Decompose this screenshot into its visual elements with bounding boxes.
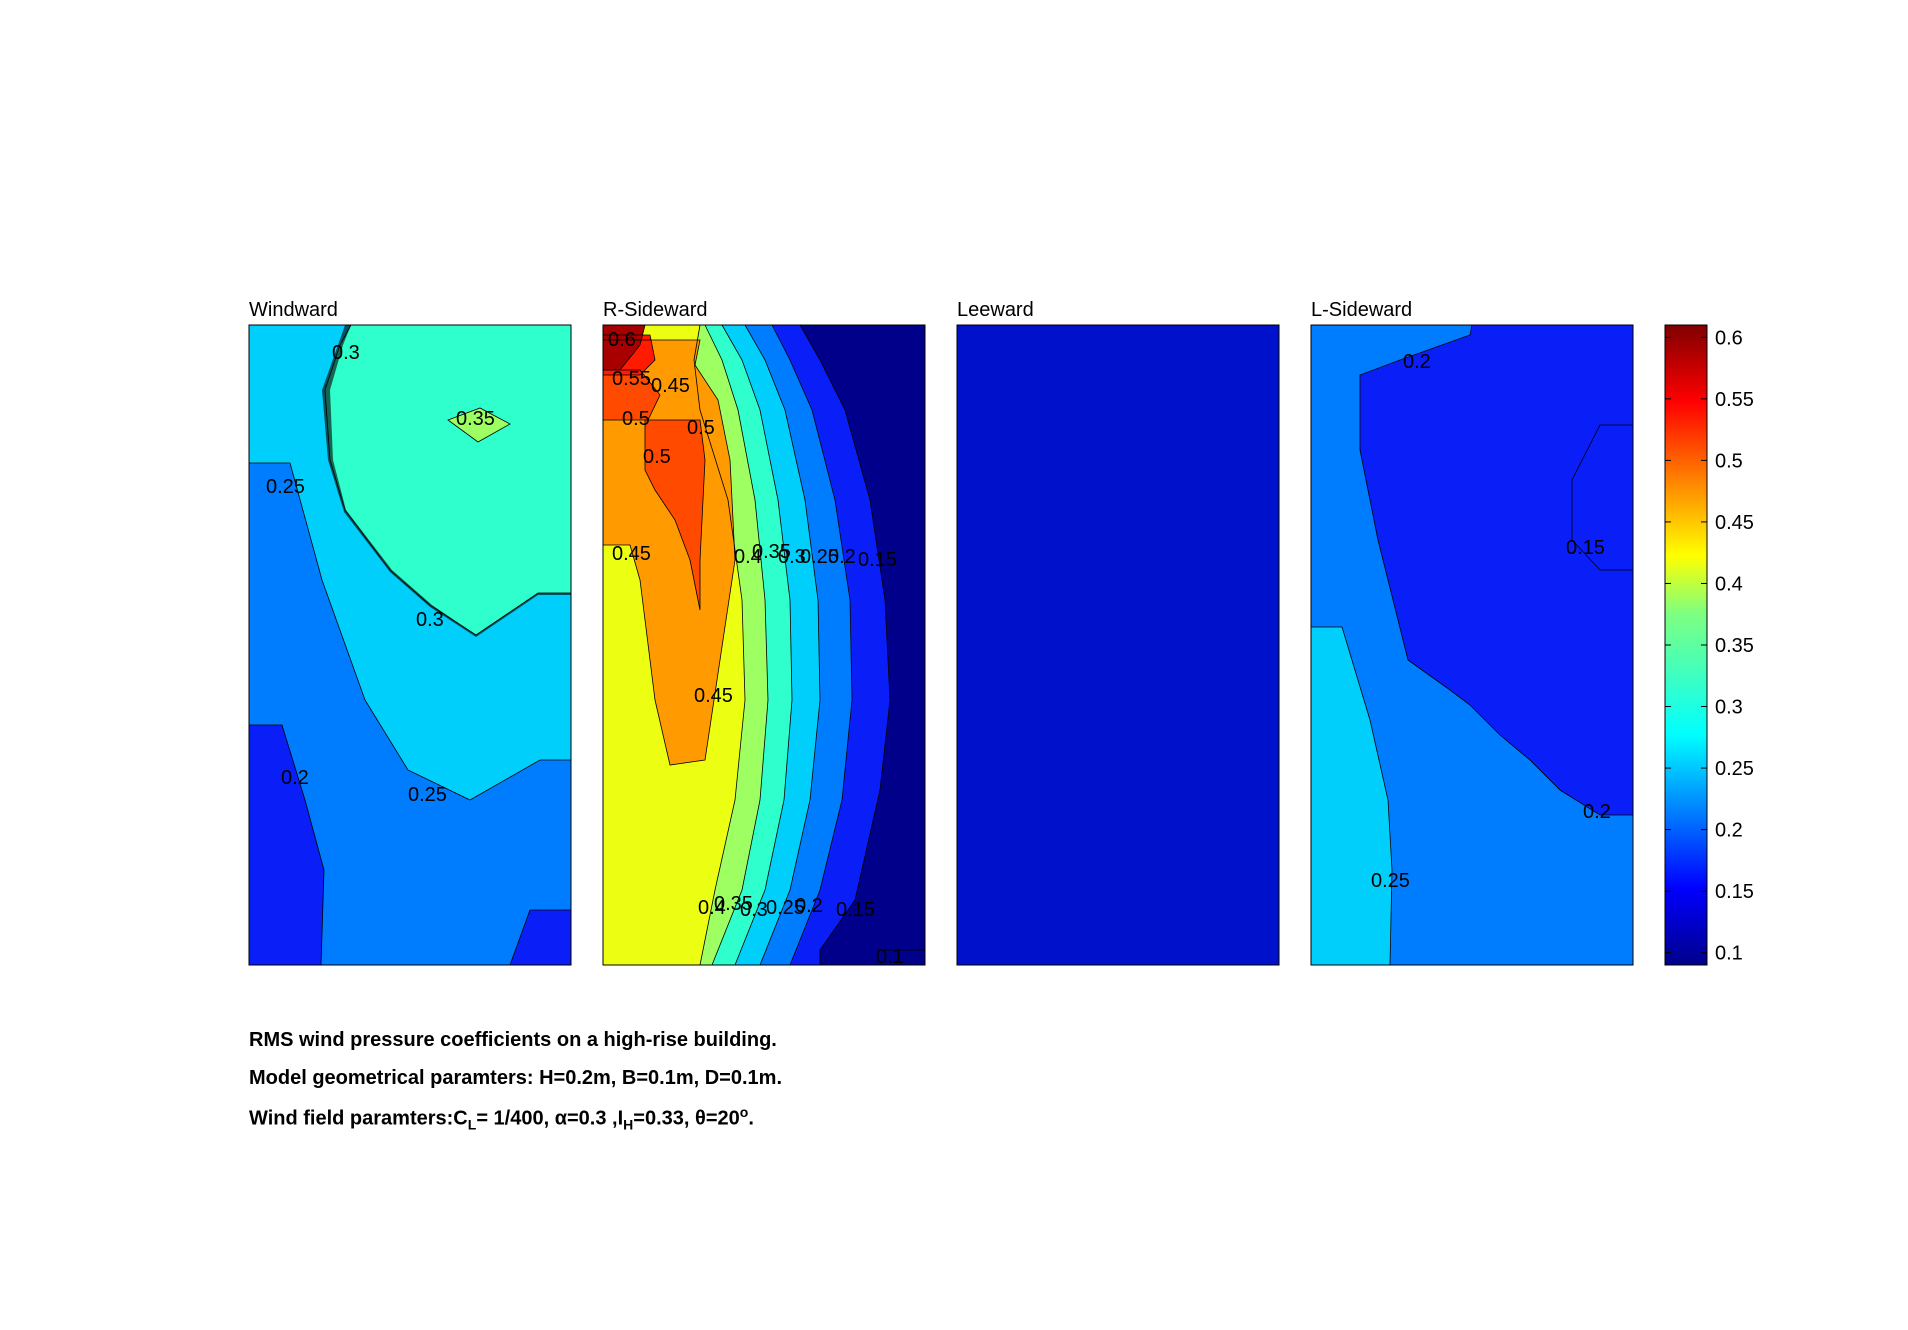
caption-text: = 1/400, α=0.3 ,I [476,1107,624,1130]
contour-label: 0.4 [698,897,726,919]
contour-label: 0.25 [408,784,447,806]
contour-label: 0.2 [828,546,856,568]
colorbar-tick-label: 0.3 [1715,697,1743,719]
contour-lines-r-sideward [603,324,925,966]
caption-superscript: o [739,1104,749,1120]
contour-label: 0.35 [456,408,495,430]
contour-label: 0.25 [766,897,805,919]
contour-label: 0.35 [714,893,753,915]
axes-frame-r-sideward [602,324,926,966]
panel-title-r-sideward: R-Sideward [603,299,707,321]
caption-line-1: RMS wind pressure coefficients on a high… [249,1029,777,1051]
colorbar-ticks: 0.6 0.55 0.5 0.45 0.4 0.35 0.3 0.25 0.2 0.15 0.1 [1665,327,1754,965]
axes-frame-windward [248,324,572,966]
colorbar: 0.6 0.55 0.5 0.45 0.4 0.35 0.3 0.25 0.2 0.15 0.1 [1664,324,1754,966]
contour-region-0.5-a [645,420,705,610]
contour-label: 0.3 [416,609,444,631]
contour-label: 0.5 [687,417,715,439]
contour-region-0.6 [603,325,645,370]
caption-text: =0.33, θ=20 [633,1107,740,1130]
colorbar-tick-label: 0.2 [1715,820,1743,842]
caption-subscript: H [623,1116,634,1133]
contour-label: 0.5 [622,408,650,430]
colorbar-tick-label: 0.6 [1715,327,1743,349]
contour-label: 0.45 [694,685,733,707]
contour-lines-windward [249,324,571,966]
colorbar-gradient [1664,324,1708,966]
contour-label: 0.25 [1371,870,1410,892]
contour-region-0.15 [1360,325,1633,815]
contour-label: 0.45 [612,543,651,565]
contour-region-0.5-b [603,370,660,420]
contour-label: 0.5 [643,446,671,468]
colorbar-tick-label: 0.45 [1715,512,1754,534]
contour-label: 0.3 [332,342,360,364]
colorbar-tick-label: 0.15 [1715,881,1754,903]
contour-region-0.25 [1311,627,1392,965]
caption-text: . [748,1107,754,1130]
contour-region-0.3 [325,325,571,635]
colorbar-tick-label: 0.5 [1715,450,1743,472]
panel-r-sideward: R-Sideward 0.6 0.55 [602,299,926,968]
caption-subscript: L [467,1116,477,1133]
contour-label: 0.2 [281,767,309,789]
contour-label: 0.15 [1566,537,1605,559]
contour-label: 0.35 [752,541,791,563]
contour-label: 0.3 [740,899,768,921]
panel-title-l-sideward: L-Sideward [1311,299,1412,321]
colorbar-tick-label: 0.1 [1715,943,1743,965]
caption-text: Wind field paramters:C [249,1107,468,1130]
contour-label: 0.25 [800,546,839,568]
colorbar-tick-label: 0.35 [1715,635,1754,657]
contour-label: 0.2 [795,895,823,917]
caption-line-2: Model geometrical paramters: H=0.2m, B=0… [249,1067,782,1089]
contour-label: 0.15 [858,549,897,571]
contour-region-0.35 [448,408,510,442]
colorbar-tick-label: 0.25 [1715,758,1754,780]
contour-region-0.1 [956,324,1280,966]
caption-line-3: Wind field paramters:CL= 1/400, α=0.3 ,I… [249,1104,754,1133]
axes-frame-l-sideward [1310,324,1634,966]
contour-region-0.15-a [249,725,324,965]
contour-label: 0.55 [612,368,651,390]
contour-label: 0.3 [778,546,806,568]
contour-labels-r-sideward: 0.6 0.55 0.45 0.5 0.5 0.5 0.45 0.4 0.35 … [608,329,904,968]
contour-label: 0.2 [1583,801,1611,823]
panel-title-leeward: Leeward [957,299,1034,321]
contour-labels-windward: 0.3 0.35 0.25 0.3 0.2 0.25 [266,342,495,806]
contour-label: 0.4 [734,546,762,568]
contour-label: 0.25 [266,476,305,498]
panel-windward: Windward 0.3 0.35 0.25 0.3 0.2 0.25 [248,299,572,966]
contour-labels-l-sideward: 0.2 0.15 0.2 0.25 [1371,351,1611,892]
contour-label: 0.6 [608,329,636,351]
colorbar-tick-label: 0.55 [1715,389,1754,411]
panel-title-windward: Windward [249,299,338,321]
colorbar-tick-label: 0.4 [1715,573,1743,595]
contour-label: 0.45 [651,375,690,397]
contour-label: 0.15 [836,899,875,921]
panel-l-sideward: L-Sideward 0.2 0.15 0.2 0.25 [1310,299,1634,966]
contour-label: 0.2 [1403,351,1431,373]
panel-leeward: Leeward [956,299,1280,966]
contour-label: 0.1 [876,946,904,968]
contour-lines-l-sideward [1311,324,1633,966]
